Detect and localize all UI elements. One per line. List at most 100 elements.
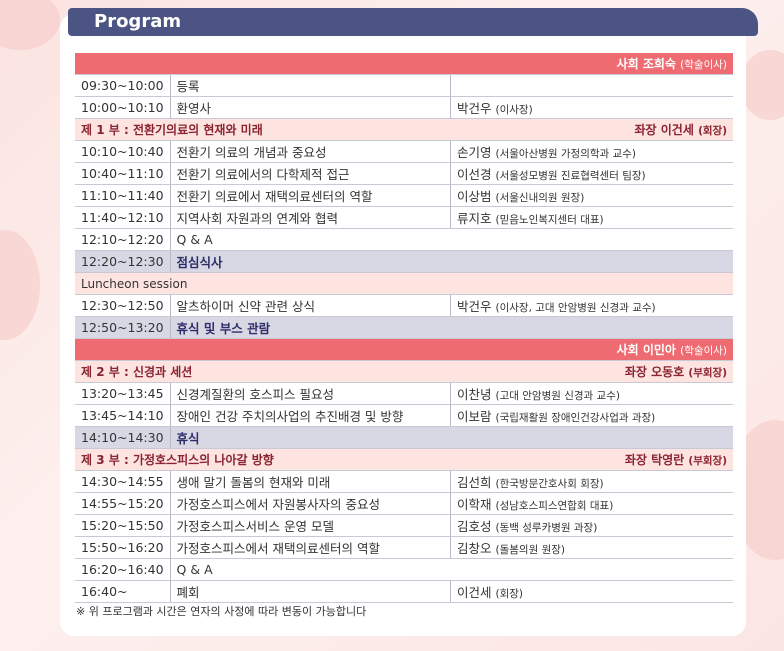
speaker-affiliation: (이사장): [495, 104, 533, 116]
speaker-affiliation: (동백 성루카병원 과장): [495, 522, 598, 534]
speaker: 이선경 (서울성모병원 진료협력센터 팀장): [450, 162, 733, 185]
chair-row: 사회 조희숙 (학술이사): [75, 53, 733, 75]
speaker-affiliation: (국립재활원 장애인건강사업과 과장): [495, 412, 656, 424]
speaker: 이상범 (서울신내의원 원장): [450, 184, 733, 207]
moderator-name: 좌장 오동호: [624, 365, 685, 379]
time: 14:30~14:55: [75, 470, 171, 493]
topic: 신경계질환의 호스피스 필요성: [170, 382, 451, 405]
speaker: 김호성 (동백 성루카병원 과장): [450, 514, 733, 537]
table-row: 12:30~12:50 알츠하이머 신약 관련 상식 박건우 (이사장, 고대 안암…: [75, 294, 733, 317]
break-row: 12:20~12:30 점심식사: [75, 250, 733, 273]
speaker: 이찬녕 (고대 안암병원 신경과 교수): [450, 382, 733, 405]
topic: 장애인 건강 주치의사업의 추진배경 및 방향: [170, 404, 451, 427]
program-table: 사회 조희숙 (학술이사) 09:30~10:00 등록 10:00~10:10 환영…: [75, 53, 733, 603]
speaker-affiliation: (서울아산병원 가정의학과 교수): [495, 148, 636, 160]
part-row: 제 3 부 : 가정호스피스의 나아갈 방향 좌장 탁영란 (부회장): [75, 448, 733, 471]
chair-cell: 사회 이민아 (학술이사): [75, 338, 733, 361]
topic: 생애 말기 돌봄의 현재와 미래: [170, 470, 451, 493]
time: 09:30~10:00: [75, 74, 171, 97]
speaker-name: 이찬녕: [457, 387, 492, 402]
page-title: Program: [94, 11, 182, 32]
speaker-affiliation: (믿음노인복지센터 대표): [495, 214, 604, 226]
speaker: 이건세 (회장): [450, 580, 733, 603]
moderator-role: (회장): [698, 125, 727, 137]
time: 12:20~12:30: [75, 250, 171, 273]
speaker-affiliation: (한국방문간호사회 회장): [495, 478, 604, 490]
topic: 가정호스피스에서 자원봉사자의 중요성: [170, 492, 451, 515]
chair-role: (학술이사): [680, 345, 727, 357]
speaker-name: 손기영: [457, 145, 492, 160]
time: 15:20~15:50: [75, 514, 171, 537]
table-row: 11:40~12:10 지역사회 자원과의 연계와 협력 류지호 (믿음노인복지센터…: [75, 206, 733, 229]
time: 11:10~11:40: [75, 184, 171, 207]
table-row: 10:10~10:40 전환기 의료의 개념과 중요성 손기영 (서울아산병원 가정…: [75, 140, 733, 163]
footnote: ※ 위 프로그램과 시간은 연자의 사정에 따라 변동이 가능합니다: [76, 605, 367, 618]
speaker-name: 류지호: [457, 211, 492, 226]
speaker: 류지호 (믿음노인복지센터 대표): [450, 206, 733, 229]
speaker-name: 박건우: [457, 299, 492, 314]
table-row: 12:10~12:20 Q & A: [75, 228, 733, 251]
speaker-name: 김선희: [457, 475, 492, 490]
topic: 등록: [170, 74, 451, 97]
speaker-name: 김호성: [457, 519, 492, 534]
time: 10:00~10:10: [75, 96, 171, 119]
table-row: 15:20~15:50 가정호스피스서비스 운영 모델 김호성 (동백 성루카병원 …: [75, 514, 733, 537]
speaker-name: 이건세: [457, 585, 492, 600]
topic: Q & A: [170, 228, 733, 251]
speaker-affiliation: (고대 안암병원 신경과 교수): [495, 390, 620, 402]
speaker: 이보람 (국립재활원 장애인건강사업과 과장): [450, 404, 733, 427]
time: 15:50~16:20: [75, 536, 171, 559]
topic: 알츠하이머 신약 관련 상식: [170, 294, 451, 317]
table-row: 14:30~14:55 생애 말기 돌봄의 현재와 미래 김선희 (한국방문간호사회…: [75, 470, 733, 493]
part-row: 제 2 부 : 신경과 세션 좌장 오동호 (부회장): [75, 360, 733, 383]
blossom-petal: [0, 230, 40, 340]
moderator-role: (부회장): [688, 455, 727, 467]
time: 13:45~14:10: [75, 404, 171, 427]
speaker-name: 박건우: [457, 101, 492, 116]
time: 10:10~10:40: [75, 140, 171, 163]
chair-name: 사회 이민아: [616, 343, 676, 357]
topic: 폐회: [170, 580, 451, 603]
speaker: 박건우 (이사장, 고대 안암병원 신경과 교수): [450, 294, 733, 317]
time: 14:55~15:20: [75, 492, 171, 515]
time: 10:40~11:10: [75, 162, 171, 185]
program-table-body: 사회 조희숙 (학술이사) 09:30~10:00 등록 10:00~10:10 환영…: [75, 53, 733, 603]
table-row: 16:20~16:40 Q & A: [75, 558, 733, 581]
topic: 환영사: [170, 96, 451, 119]
part-cell: 제 2 부 : 신경과 세션 좌장 오동호 (부회장): [75, 360, 733, 383]
topic: 휴식: [170, 426, 733, 449]
moderator: 좌장 탁영란 (부회장): [625, 451, 727, 468]
part-title: 제 1 부 : 전환기의료의 현재와 미래: [81, 123, 263, 137]
chair-row: 사회 이민아 (학술이사): [75, 338, 733, 361]
topic: 가정호스피스에서 재택의료센터의 역할: [170, 536, 451, 559]
topic: 전환기 의료의 개념과 중요성: [170, 140, 451, 163]
speaker: 박건우 (이사장): [450, 96, 733, 119]
table-row: 13:45~14:10 장애인 건강 주치의사업의 추진배경 및 방향 이보람 (국…: [75, 404, 733, 427]
speaker-affiliation: (이사장, 고대 안암병원 신경과 교수): [495, 302, 656, 314]
topic: 전환기 의료에서 재택의료센터의 역할: [170, 184, 451, 207]
time: 16:20~16:40: [75, 558, 171, 581]
chair-cell: 사회 조희숙 (학술이사): [75, 53, 733, 75]
topic: 지역사회 자원과의 연계와 협력: [170, 206, 451, 229]
table-row: 10:40~11:10 전환기 의료에서의 다학제적 접근 이선경 (서울성모병원 …: [75, 162, 733, 185]
time: 14:10~14:30: [75, 426, 171, 449]
speaker-affiliation: (돌봄의원 원장): [495, 544, 566, 556]
moderator-name: 좌장 탁영란: [624, 453, 685, 467]
topic: 가정호스피스서비스 운영 모델: [170, 514, 451, 537]
speaker-name: 이학재: [457, 497, 492, 512]
speaker: [450, 74, 733, 97]
speaker-name: 이보람: [457, 409, 492, 424]
topic: Q & A: [170, 558, 733, 581]
moderator-role: (부회장): [688, 367, 727, 379]
speaker-name: 김창오: [457, 541, 492, 556]
time: 12:50~13:20: [75, 316, 171, 339]
part-title: 제 2 부 : 신경과 세션: [81, 365, 193, 379]
session-row: Luncheon session: [75, 272, 733, 295]
moderator: 좌장 오동호 (부회장): [625, 363, 727, 380]
blossom-petal: [740, 50, 784, 120]
table-row: 16:40~ 폐회 이건세 (회장): [75, 580, 733, 603]
speaker: 김창오 (돌봄의원 원장): [450, 536, 733, 559]
program-header: Program: [68, 8, 758, 36]
time: 12:10~12:20: [75, 228, 171, 251]
table-row: 11:10~11:40 전환기 의료에서 재택의료센터의 역할 이상범 (서울신내의…: [75, 184, 733, 207]
